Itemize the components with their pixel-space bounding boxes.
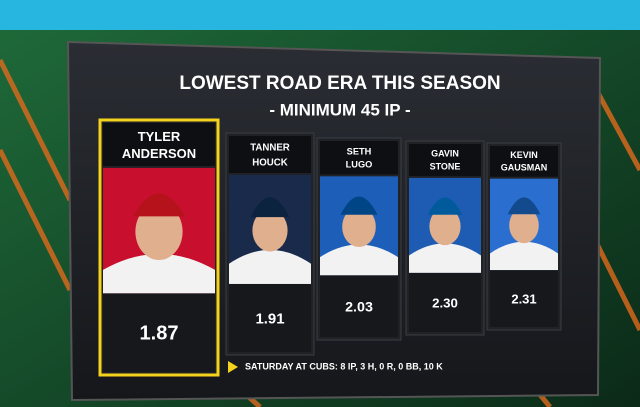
- jersey: [409, 243, 481, 273]
- player-cards: TYLER ANDERSON 1.87 TANNER HOUCK 1.91 SETH LUGO…: [98, 118, 562, 377]
- era-value: 2.30: [432, 295, 458, 310]
- player-first-name: SETH: [347, 146, 372, 156]
- player-last-name: LUGO: [346, 160, 373, 170]
- player-first-name: GAVIN: [431, 149, 459, 159]
- player-last-name: HOUCK: [252, 158, 287, 169]
- value-box: [490, 270, 558, 327]
- face: [429, 207, 461, 246]
- cap: [427, 197, 463, 215]
- footer-note: SATURDAY AT CUBS: 8 IP, 3 H, 0 R, 0 BB, …: [245, 361, 443, 371]
- player-last-name: GAUSMAN: [501, 163, 548, 173]
- jersey: [103, 253, 215, 294]
- era-value: 1.87: [139, 322, 178, 344]
- cap: [133, 193, 185, 217]
- player-last-name: STONE: [430, 162, 461, 172]
- value-box: [103, 293, 215, 372]
- player-first-name: TYLER: [138, 129, 181, 144]
- face: [342, 206, 376, 248]
- player-last-name: ANDERSON: [122, 146, 196, 161]
- name-box: [229, 136, 311, 173]
- subtitle: - MINIMUM 45 IP -: [269, 100, 410, 119]
- name-box: [490, 146, 558, 177]
- era-value: 2.31: [511, 292, 536, 307]
- name-box: [103, 123, 215, 166]
- cap: [340, 196, 378, 215]
- value-box: [320, 275, 398, 337]
- jersey: [490, 241, 558, 271]
- value-box: [229, 283, 311, 352]
- footer-arrow: [228, 361, 238, 373]
- top-band: [0, 0, 640, 30]
- title: LOWEST ROAD ERA THIS SEASON: [179, 73, 500, 94]
- name-box: [409, 144, 481, 176]
- face: [509, 207, 539, 244]
- value-box: [409, 272, 481, 332]
- cap: [250, 197, 290, 218]
- cap: [507, 197, 541, 215]
- era-value: 1.91: [255, 310, 284, 327]
- jersey: [320, 244, 398, 276]
- jersey: [229, 249, 311, 284]
- player-first-name: TANNER: [250, 143, 290, 154]
- era-value: 2.03: [345, 299, 373, 315]
- name-box: [320, 141, 398, 175]
- face: [252, 209, 288, 252]
- face: [135, 203, 183, 260]
- player-first-name: KEVIN: [510, 150, 538, 160]
